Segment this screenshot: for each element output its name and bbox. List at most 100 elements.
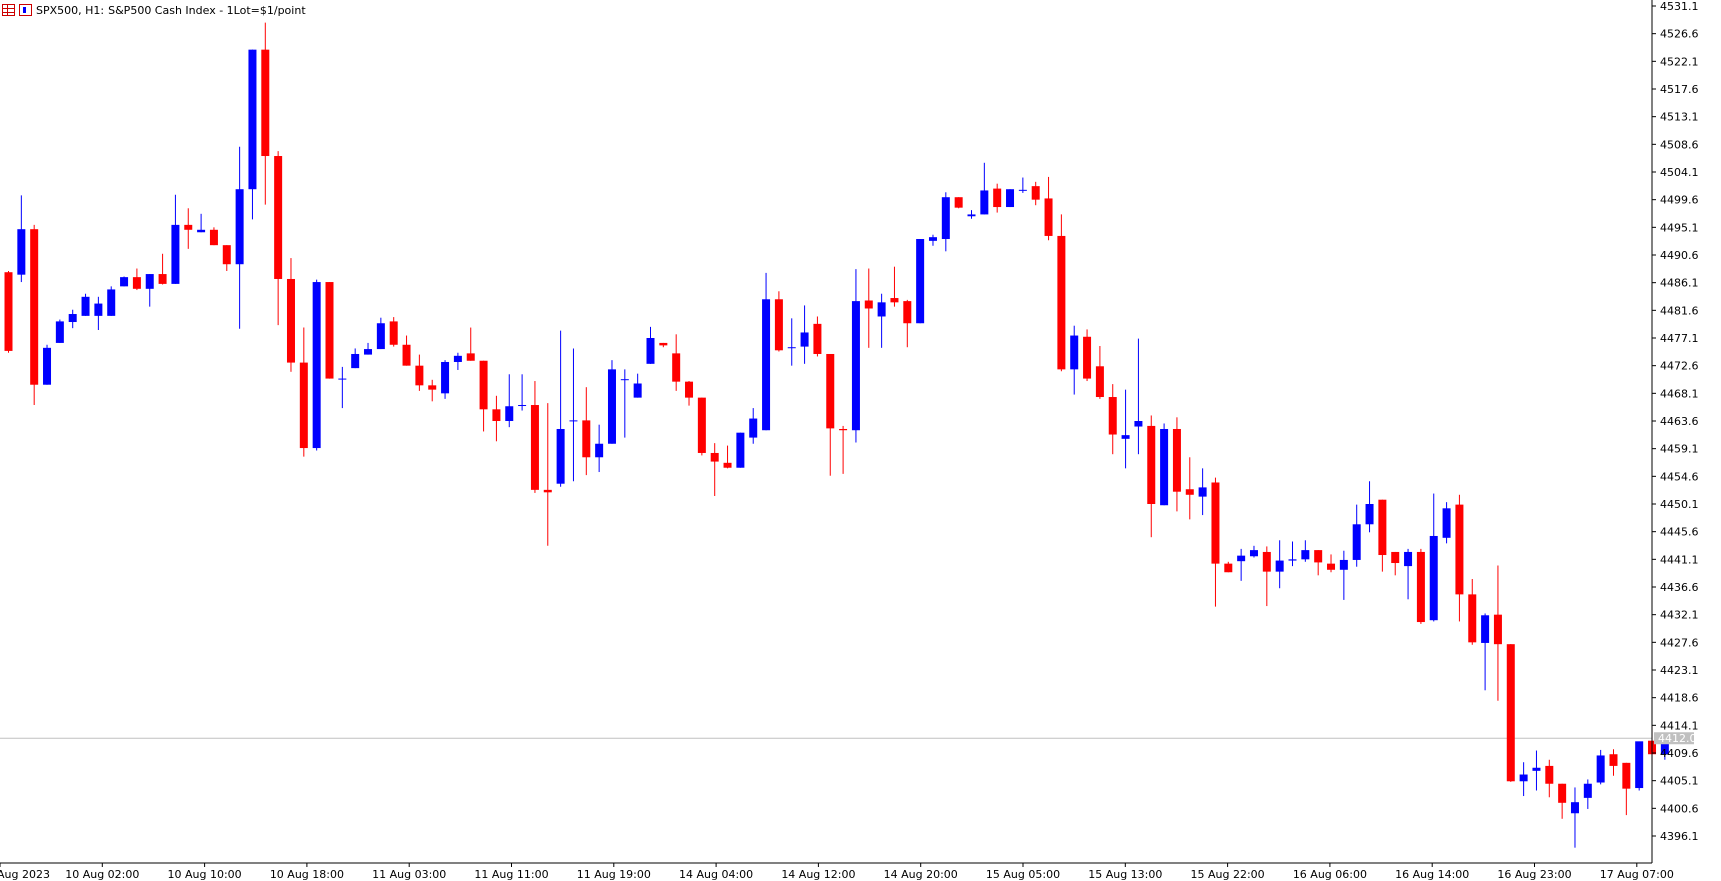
candle: [389, 317, 398, 347]
candle: [633, 373, 642, 398]
candle-body: [774, 299, 783, 351]
candle: [787, 318, 796, 366]
candle-body: [1468, 594, 1477, 643]
y-tick-label: 4463.6: [1660, 415, 1699, 428]
candle: [967, 210, 976, 219]
candle-body: [17, 229, 26, 275]
candle-body: [81, 296, 90, 316]
candle-body: [916, 239, 925, 324]
candle-body: [1532, 767, 1541, 771]
candle-body: [376, 323, 385, 350]
candle-body: [1455, 504, 1464, 595]
candle: [1622, 762, 1631, 816]
candle: [736, 432, 745, 468]
y-tick-label: 4427.6: [1660, 636, 1699, 649]
x-tick-label: 16 Aug 06:00: [1293, 868, 1367, 881]
candle: [94, 296, 103, 331]
candle-body: [402, 344, 411, 366]
candle: [1635, 741, 1644, 791]
candle: [1455, 494, 1464, 622]
candle-body: [222, 245, 231, 265]
candle-body: [4, 272, 13, 351]
candle: [1070, 325, 1079, 395]
candle-body: [1519, 774, 1528, 782]
chart-symbol: SPX500, H1:: [36, 3, 105, 17]
candle: [1211, 477, 1220, 607]
candle-body: [877, 302, 886, 317]
candle: [607, 360, 616, 444]
y-tick-label: 4504.1: [1660, 166, 1699, 179]
candle: [877, 293, 886, 348]
candle-body: [1365, 504, 1374, 525]
y-tick-label: 4477.1: [1660, 332, 1699, 345]
candle-body: [1134, 421, 1143, 427]
x-tick-label: 11 Aug 03:00: [372, 868, 446, 881]
candle-body: [1006, 189, 1015, 208]
candle: [1583, 779, 1592, 809]
candle-body: [120, 277, 129, 287]
candle: [710, 443, 719, 497]
plot-area[interactable]: [0, 22, 1669, 848]
y-tick-label: 4472.6: [1660, 360, 1699, 373]
candle: [299, 327, 308, 457]
candle-body: [1160, 428, 1169, 506]
candle-body: [993, 188, 1002, 208]
x-tick-label: 10 Aug 02:00: [65, 868, 139, 881]
candle: [1224, 561, 1233, 573]
market-watch-icon[interactable]: [2, 4, 15, 16]
candle-body: [1018, 189, 1027, 191]
y-tick-label: 4513.1: [1660, 111, 1699, 124]
candle-body: [556, 428, 565, 484]
chart-type-icon[interactable]: [19, 4, 32, 16]
candle-body: [736, 432, 745, 468]
candle-body: [197, 229, 206, 233]
y-tick-label: 4436.6: [1660, 581, 1699, 594]
candle-body: [903, 301, 912, 324]
candle: [17, 195, 26, 283]
candle: [569, 348, 578, 482]
x-tick-label: 17 Aug 07:00: [1600, 868, 1674, 881]
y-tick-label: 4495.1: [1660, 221, 1699, 234]
candle: [1121, 389, 1130, 469]
candle-body: [1481, 615, 1490, 643]
candle-body: [710, 452, 719, 462]
candle-body: [762, 299, 771, 431]
candle: [248, 49, 257, 220]
candle: [453, 352, 462, 370]
candle-body: [1635, 741, 1644, 789]
candle-body: [787, 347, 796, 349]
y-tick-label: 4499.6: [1660, 194, 1699, 207]
current-price-label: 4412.0: [1658, 732, 1697, 745]
y-tick-label: 4423.1: [1660, 664, 1699, 677]
y-tick-label: 4409.6: [1660, 747, 1699, 760]
candle: [1339, 550, 1348, 600]
candle-body: [453, 355, 462, 362]
candle: [556, 330, 565, 487]
candle: [1481, 613, 1490, 691]
candle: [132, 268, 141, 291]
candle-body: [389, 321, 398, 345]
candle: [1570, 787, 1579, 848]
candle: [1404, 548, 1413, 600]
candle: [1083, 329, 1092, 382]
candle: [697, 397, 706, 456]
candle-body: [620, 379, 629, 381]
candle: [672, 334, 681, 391]
candle: [1609, 749, 1618, 776]
candle-body: [492, 409, 501, 421]
candle: [235, 146, 244, 329]
candle: [1262, 546, 1271, 607]
candle: [980, 162, 989, 215]
candle-body: [1558, 783, 1567, 803]
candle-body: [1044, 198, 1053, 236]
candle: [1006, 189, 1015, 208]
candle-body: [1609, 754, 1618, 766]
candle-body: [415, 365, 424, 386]
candle: [685, 381, 694, 406]
candle: [1558, 783, 1567, 819]
candle: [1057, 214, 1066, 372]
candle: [826, 353, 835, 476]
candle: [890, 266, 899, 307]
